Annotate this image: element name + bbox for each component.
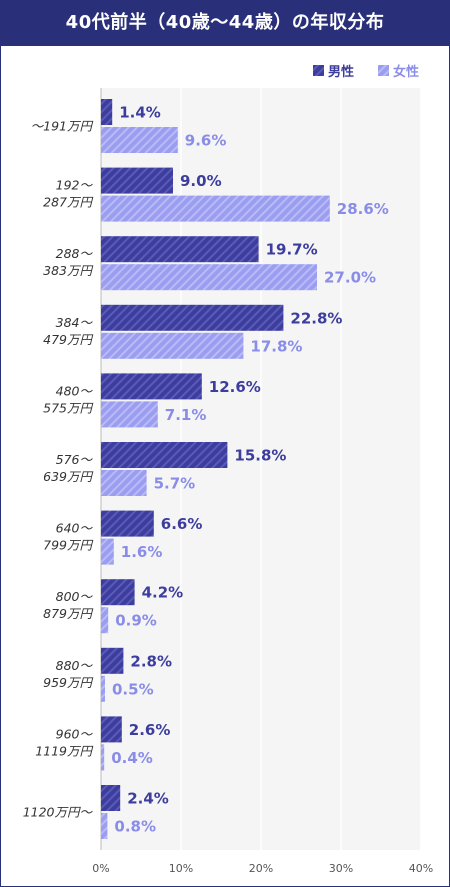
- category-label-line: 960～: [56, 726, 94, 741]
- bars: [101, 99, 330, 839]
- value-label-male: 6.6%: [161, 515, 203, 533]
- legend-label-male: 男性: [328, 64, 354, 80]
- legend-swatch-female: [378, 65, 389, 76]
- category-label-line: 192～: [56, 178, 94, 193]
- bar-male: [101, 236, 259, 263]
- category-label-line: 479万円: [43, 332, 93, 347]
- bar-female: [101, 470, 147, 496]
- category-label-line: 800～: [56, 589, 94, 604]
- bar-male: [101, 716, 122, 743]
- value-label-male: 2.6%: [129, 721, 171, 739]
- x-tick-label: 40%: [409, 862, 433, 875]
- bar-female: [101, 332, 244, 359]
- bar-female: [101, 675, 105, 702]
- value-label-male: 4.2%: [142, 584, 184, 602]
- value-label-female: 9.6%: [185, 132, 227, 150]
- category-label-line: 879万円: [43, 606, 93, 621]
- category-label-line: 959万円: [43, 675, 93, 690]
- category-label: 640～ 799万円: [43, 521, 93, 553]
- value-label-female: 0.9%: [115, 612, 157, 630]
- category-label-line: 799万円: [43, 538, 93, 553]
- bar-female: [101, 607, 109, 634]
- category-label-line: 575万円: [43, 400, 93, 415]
- value-label-female: 1.6%: [121, 543, 163, 561]
- value-label-male: 9.0%: [180, 172, 222, 190]
- x-tick-label: 20%: [249, 862, 273, 875]
- bar-female: [101, 401, 158, 428]
- x-tick-label: 10%: [169, 862, 193, 875]
- category-label: 480～ 575万円: [43, 383, 93, 415]
- category-label: 192～ 287万円: [43, 178, 93, 210]
- category-label-line: 639万円: [43, 469, 93, 484]
- category-label-line: 640～: [56, 521, 94, 536]
- chart-title: 40代前半（40歳～44歳）の年収分布: [65, 12, 385, 33]
- category-label-line: 1119万円: [35, 743, 93, 758]
- x-tick-label: 30%: [329, 862, 353, 875]
- value-label-female: 28.6%: [337, 200, 389, 218]
- category-label: 384～ 479万円: [43, 315, 93, 347]
- value-label-male: 12.6%: [209, 378, 261, 396]
- value-label-female: 0.5%: [112, 680, 154, 698]
- bar-male: [101, 304, 284, 331]
- bar-male: [101, 167, 173, 194]
- bar-female: [101, 538, 114, 565]
- bar-male: [101, 579, 135, 606]
- bar-male: [101, 785, 121, 811]
- category-label: 576～ 639万円: [43, 452, 93, 484]
- value-label-female: 17.8%: [250, 337, 302, 355]
- category-label-line: 383万円: [43, 263, 93, 278]
- value-label-female: 7.1%: [165, 406, 207, 424]
- value-label-male: 19.7%: [266, 241, 318, 259]
- value-label-female: 5.7%: [154, 475, 196, 493]
- bar-male: [101, 373, 202, 400]
- legend: 男性 女性: [313, 64, 419, 80]
- x-axis-ticks: 0% 10% 20% 30% 40%: [92, 862, 433, 875]
- bar-female: [101, 195, 330, 222]
- bar-female: [101, 127, 178, 153]
- value-label-male: 2.4%: [127, 790, 169, 808]
- bar-male: [101, 99, 113, 125]
- bar-female: [101, 744, 105, 771]
- value-label-female: 27.0%: [324, 269, 376, 287]
- bar-male: [101, 510, 154, 537]
- bar-male: [101, 442, 228, 468]
- title-bar: 40代前半（40歳～44歳）の年収分布: [0, 0, 450, 46]
- bar-male: [101, 647, 124, 674]
- value-label-male: 15.8%: [234, 447, 286, 465]
- category-label: 288～ 383万円: [43, 246, 93, 278]
- category-label: ～191万円: [31, 119, 94, 134]
- value-labels: 1.4% 9.6% 9.0% 28.6% 19.7% 27.0% 22.8% 17.8% 12.…: [111, 104, 389, 836]
- category-label-line: 480～: [56, 383, 94, 398]
- legend-label-female: 女性: [393, 64, 419, 80]
- legend-swatch-male: [313, 65, 324, 76]
- category-label: 800～ 879万円: [43, 589, 93, 621]
- bar-female: [101, 264, 317, 291]
- value-label-male: 1.4%: [119, 104, 161, 122]
- x-tick-label: 0%: [92, 862, 109, 875]
- value-label-female: 0.8%: [114, 818, 156, 836]
- value-label-male: 22.8%: [290, 309, 342, 327]
- category-label: 880～ 959万円: [43, 658, 93, 690]
- category-label-line: 288～: [56, 246, 94, 261]
- category-label: 960～ 1119万円: [35, 726, 93, 758]
- category-labels: ～191万円 192～ 287万円 288～ 383万円 384～ 479万円 480～ 575…: [23, 119, 94, 820]
- category-label-line: 880～: [56, 658, 94, 673]
- bar-female: [101, 813, 108, 839]
- value-label-female: 0.4%: [111, 749, 153, 767]
- category-label-line: 384～: [56, 315, 94, 330]
- value-label-male: 2.8%: [130, 652, 172, 670]
- category-label: 1120万円～: [23, 805, 94, 820]
- category-label-line: 576～: [56, 452, 94, 467]
- category-label-line: 287万円: [43, 195, 93, 210]
